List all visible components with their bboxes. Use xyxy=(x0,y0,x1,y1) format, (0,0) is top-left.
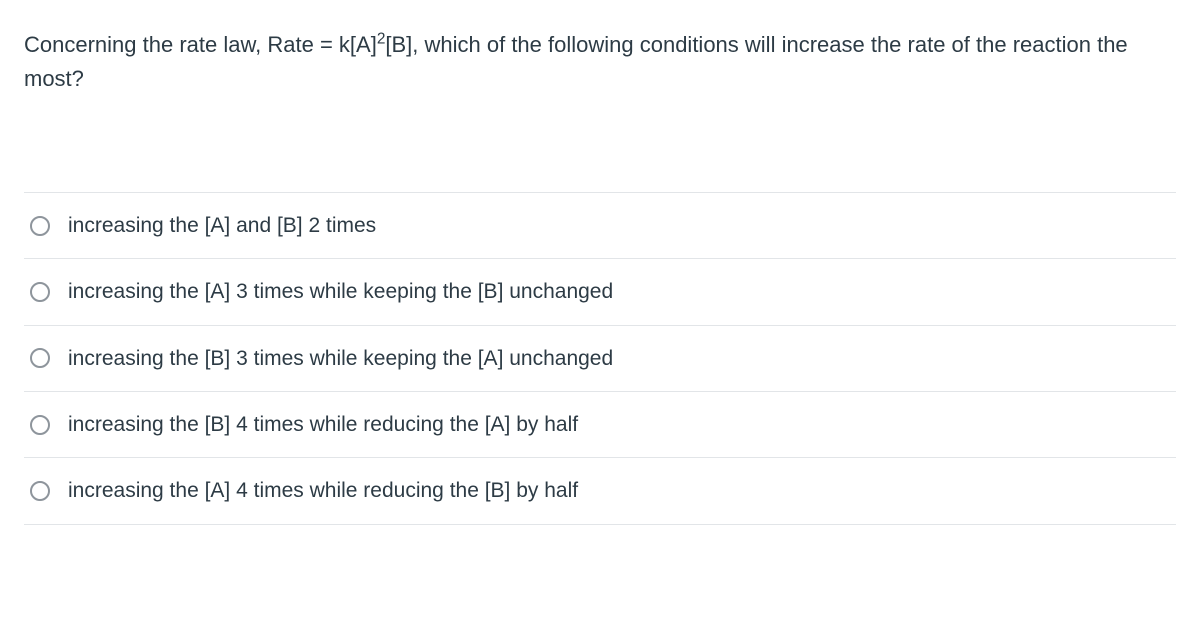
option-row[interactable]: increasing the [A] and [B] 2 times xyxy=(24,193,1176,259)
radio-icon[interactable] xyxy=(30,282,50,302)
option-label: increasing the [A] and [B] 2 times xyxy=(68,212,376,239)
option-row[interactable]: increasing the [B] 3 times while keeping… xyxy=(24,326,1176,392)
radio-icon[interactable] xyxy=(30,348,50,368)
radio-icon[interactable] xyxy=(30,481,50,501)
radio-icon[interactable] xyxy=(30,415,50,435)
question-text: Concerning the rate law, Rate = k[A]2[B]… xyxy=(24,28,1176,96)
option-label: increasing the [A] 4 times while reducin… xyxy=(68,477,578,504)
option-label: increasing the [A] 3 times while keeping… xyxy=(68,278,613,305)
quiz-question-container: Concerning the rate law, Rate = k[A]2[B]… xyxy=(0,0,1200,525)
option-label: increasing the [B] 3 times while keeping… xyxy=(68,345,613,372)
option-row[interactable]: increasing the [A] 4 times while reducin… xyxy=(24,458,1176,524)
question-text-pre: Concerning the rate law, Rate = k[A] xyxy=(24,32,377,57)
option-row[interactable]: increasing the [A] 3 times while keeping… xyxy=(24,259,1176,325)
options-list: increasing the [A] and [B] 2 times incre… xyxy=(24,192,1176,524)
option-row[interactable]: increasing the [B] 4 times while reducin… xyxy=(24,392,1176,458)
radio-icon[interactable] xyxy=(30,216,50,236)
option-label: increasing the [B] 4 times while reducin… xyxy=(68,411,578,438)
